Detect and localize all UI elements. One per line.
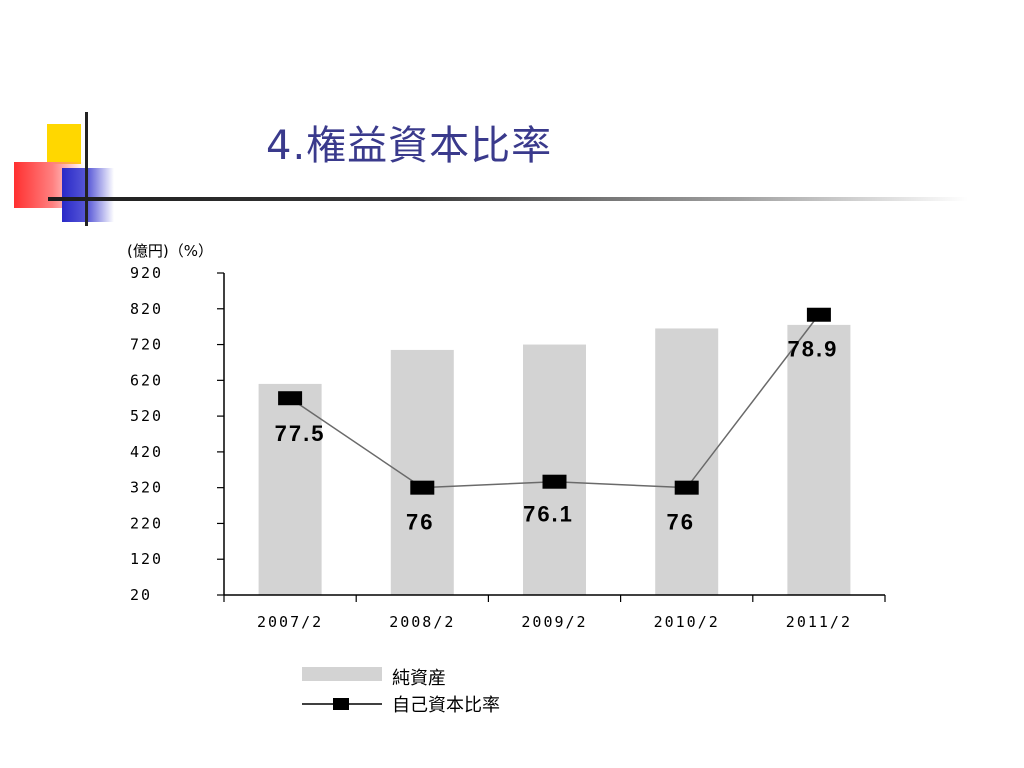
- decor-yellow-square: [47, 124, 81, 164]
- ratio-data-label: 77.5: [275, 421, 326, 446]
- y-tick-label: 820: [130, 300, 163, 318]
- x-tick-label: 2009/2: [521, 613, 587, 631]
- x-tick-label: 2010/2: [654, 613, 720, 631]
- decor-blue-square: [62, 168, 114, 222]
- y-tick-label: 520: [130, 407, 163, 425]
- y-tick-label: 620: [130, 371, 163, 389]
- bar-2011/2: [787, 324, 851, 595]
- ratio-data-label: 78.9: [787, 337, 838, 362]
- legend-swatch-marker: [333, 698, 349, 710]
- y-unit-label: (億円)（%）: [127, 242, 213, 260]
- y-tick-label: 420: [130, 443, 163, 461]
- bar-2010/2: [655, 328, 719, 595]
- y-tick-label: 20: [130, 586, 152, 604]
- x-tick-label: 2008/2: [389, 613, 455, 631]
- legend-label-bar: 純資産: [392, 668, 446, 689]
- slide-title: 4.権益資本比率: [266, 123, 553, 169]
- ratio-data-label: 76: [406, 510, 434, 535]
- line-layer: [278, 307, 831, 495]
- axes-layer: 920 820 720 620 520 420 320 220 120 20 2007/2 2008/…: [127, 242, 886, 631]
- x-tick-label: 2011/2: [786, 613, 852, 631]
- y-tick-label: 220: [130, 514, 163, 532]
- ratio-marker-2007/2: [278, 391, 303, 406]
- bars-layer: [258, 324, 851, 595]
- x-tick-label: 2007/2: [257, 613, 323, 631]
- ratio-marker-2008/2: [410, 480, 435, 495]
- legend-swatch-bar: [302, 667, 382, 681]
- ratio-data-label: 76.1: [523, 502, 574, 527]
- bar-2008/2: [390, 349, 454, 595]
- ratio-data-label: 76: [666, 510, 694, 535]
- title-underline: [48, 197, 968, 201]
- labels-layer: 77.5 76 76.1 76 78.9: [275, 337, 838, 535]
- y-tick-label: 320: [130, 479, 163, 497]
- y-tick-label: 920: [130, 264, 163, 282]
- bar-2007/2: [258, 383, 322, 595]
- ratio-marker-2011/2: [806, 307, 831, 322]
- decor-vertical-line: [85, 112, 88, 226]
- legend-label-line: 自己資本比率: [392, 695, 500, 716]
- y-tick-label: 720: [130, 336, 163, 354]
- ratio-marker-2010/2: [674, 480, 699, 495]
- bar-2009/2: [523, 344, 586, 595]
- y-tick-label: 120: [130, 550, 163, 568]
- ratio-marker-2009/2: [542, 474, 567, 489]
